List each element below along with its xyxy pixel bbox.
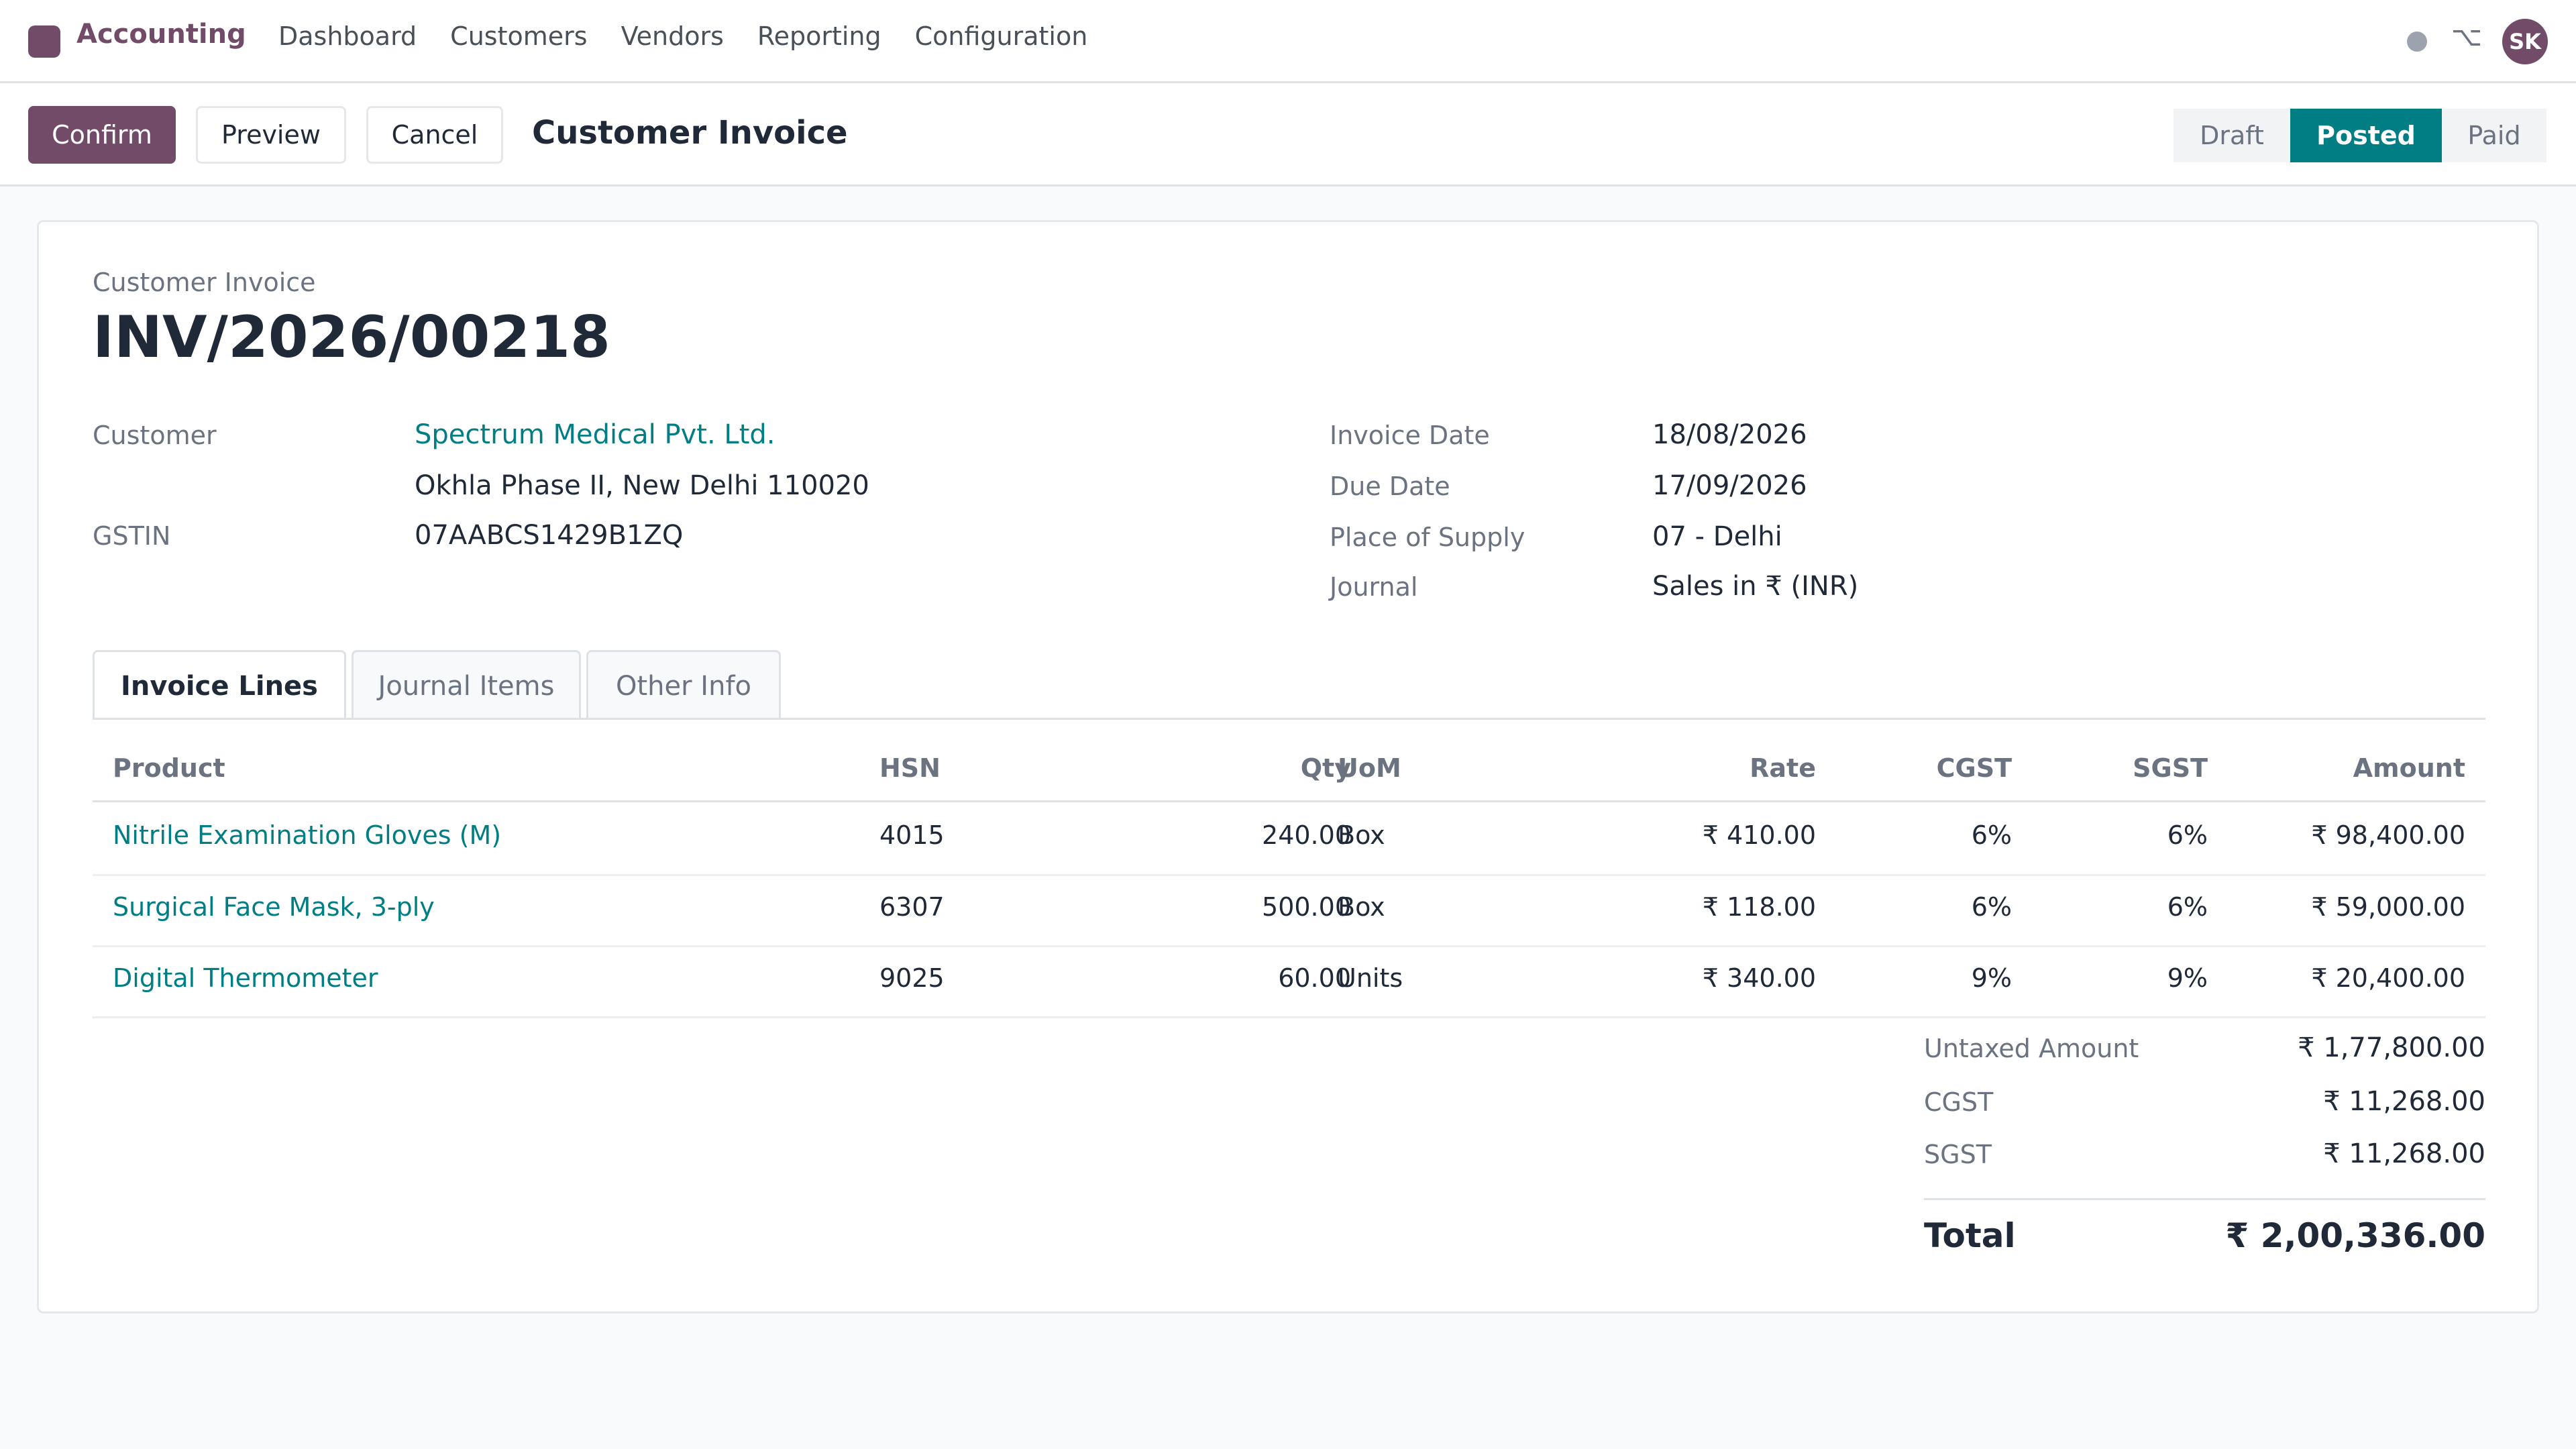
sgst-total-label: SGST xyxy=(1924,1140,1992,1169)
gstin-value: 07AABCS1429B1ZQ xyxy=(415,520,684,551)
customer-address: Okhla Phase II, New Delhi 110020 xyxy=(415,470,869,501)
sgst-cell: 6% xyxy=(2167,892,2208,922)
customer-label: Customer xyxy=(93,421,217,450)
menu-customers[interactable]: Customers xyxy=(450,21,588,51)
menu-reporting[interactable]: Reporting xyxy=(757,21,881,51)
status-posted[interactable]: Posted xyxy=(2290,109,2442,162)
control-panel: Confirm Preview Cancel Customer Invoice … xyxy=(0,83,2576,186)
sgst-total-value: ₹ 11,268.00 xyxy=(2323,1138,2485,1169)
menu-configuration[interactable]: Configuration xyxy=(914,21,1088,51)
place-of-supply-value[interactable]: 07 - Delhi xyxy=(1652,521,1782,552)
col-hsn[interactable]: HSN xyxy=(879,753,941,783)
due-date-value[interactable]: 17/09/2026 xyxy=(1652,470,1807,501)
cgst-cell: 6% xyxy=(1971,820,2012,850)
main-menu: Dashboard Customers Vendors Reporting Co… xyxy=(278,21,1121,51)
confirm-button[interactable]: Confirm xyxy=(28,106,176,164)
cancel-button[interactable]: Cancel xyxy=(366,106,503,164)
menu-dashboard[interactable]: Dashboard xyxy=(278,21,417,51)
tab-journal-items[interactable]: Journal Items xyxy=(352,650,581,720)
app-icon[interactable] xyxy=(28,25,60,58)
sgst-cell: 9% xyxy=(2167,963,2208,993)
product-cell[interactable]: Nitrile Examination Gloves (M) xyxy=(113,820,502,850)
totals-divider xyxy=(1924,1198,2485,1200)
gstin-label: GSTIN xyxy=(93,521,171,551)
product-cell[interactable]: Digital Thermometer xyxy=(113,963,378,993)
cgst-cell: 6% xyxy=(1971,892,2012,922)
place-of-supply-label: Place of Supply xyxy=(1330,523,1525,552)
invoice-type-label: Customer Invoice xyxy=(93,268,316,297)
sgst-cell: 6% xyxy=(2167,820,2208,850)
command-palette-icon[interactable]: ⌥ xyxy=(2451,21,2483,52)
amount-cell: ₹ 98,400.00 xyxy=(2311,820,2465,850)
uom-cell: Box xyxy=(1338,892,1385,922)
col-product[interactable]: Product xyxy=(113,753,225,783)
qty-cell: 500.00 xyxy=(1262,892,1351,922)
cgst-total-value: ₹ 11,268.00 xyxy=(2323,1086,2485,1117)
hsn-cell: 4015 xyxy=(879,820,945,850)
tab-invoice-lines[interactable]: Invoice Lines xyxy=(93,650,346,720)
qty-cell: 60.00 xyxy=(1278,963,1351,993)
total-value: ₹ 2,00,336.00 xyxy=(2225,1216,2486,1255)
breadcrumb-title: Customer Invoice xyxy=(532,114,848,152)
uom-cell: Box xyxy=(1338,820,1385,850)
untaxed-value: ₹ 1,77,800.00 xyxy=(2298,1032,2485,1063)
due-date-label: Due Date xyxy=(1330,472,1450,501)
col-sgst[interactable]: SGST xyxy=(2133,753,2208,783)
invoice-number: INV/2026/00218 xyxy=(93,304,610,371)
total-label: Total xyxy=(1924,1216,2016,1255)
col-cgst[interactable]: CGST xyxy=(1936,753,2012,783)
status-draft[interactable]: Draft xyxy=(2174,109,2290,162)
row-divider xyxy=(93,945,2485,947)
hsn-cell: 9025 xyxy=(879,963,945,993)
tab-divider xyxy=(93,718,2485,720)
rate-cell: ₹ 410.00 xyxy=(1702,820,1816,850)
top-navbar: Accounting Dashboard Customers Vendors R… xyxy=(0,0,2576,83)
uom-cell: Units xyxy=(1338,963,1403,993)
amount-cell: ₹ 20,400.00 xyxy=(2311,963,2465,993)
hsn-cell: 6307 xyxy=(879,892,945,922)
journal-value[interactable]: Sales in ₹ (INR) xyxy=(1652,571,1859,602)
rate-cell: ₹ 340.00 xyxy=(1702,963,1816,993)
status-dot-icon[interactable] xyxy=(2407,32,2427,52)
notebook-tabs: Invoice Lines Journal Items Other Info xyxy=(93,650,786,720)
untaxed-label: Untaxed Amount xyxy=(1924,1034,2139,1063)
invoice-sheet: Customer Invoice INV/2026/00218 Customer… xyxy=(37,220,2539,1313)
col-amount[interactable]: Amount xyxy=(2353,753,2465,783)
row-divider xyxy=(93,1016,2485,1018)
col-qty[interactable]: Qty xyxy=(1300,753,1351,783)
tab-other-info[interactable]: Other Info xyxy=(586,650,781,720)
invoice-date-value[interactable]: 18/08/2026 xyxy=(1652,419,1807,450)
preview-button[interactable]: Preview xyxy=(196,106,346,164)
customer-link[interactable]: Spectrum Medical Pvt. Ltd. xyxy=(415,419,775,450)
row-divider xyxy=(93,874,2485,876)
header-divider xyxy=(93,800,2485,802)
product-cell[interactable]: Surgical Face Mask, 3-ply xyxy=(113,892,435,922)
cgst-cell: 9% xyxy=(1971,963,2012,993)
app-name[interactable]: Accounting xyxy=(76,19,246,50)
rate-cell: ₹ 118.00 xyxy=(1702,892,1816,922)
col-rate[interactable]: Rate xyxy=(1750,753,1816,783)
invoice-date-label: Invoice Date xyxy=(1330,421,1490,450)
menu-vendors[interactable]: Vendors xyxy=(621,21,724,51)
user-avatar[interactable]: SK xyxy=(2502,19,2548,64)
journal-label: Journal xyxy=(1330,572,1418,602)
status-bar: Draft Posted Paid xyxy=(2174,109,2546,162)
status-paid[interactable]: Paid xyxy=(2442,109,2546,162)
amount-cell: ₹ 59,000.00 xyxy=(2311,892,2465,922)
qty-cell: 240.00 xyxy=(1262,820,1351,850)
col-uom[interactable]: UoM xyxy=(1338,753,1401,783)
cgst-total-label: CGST xyxy=(1924,1087,1994,1117)
